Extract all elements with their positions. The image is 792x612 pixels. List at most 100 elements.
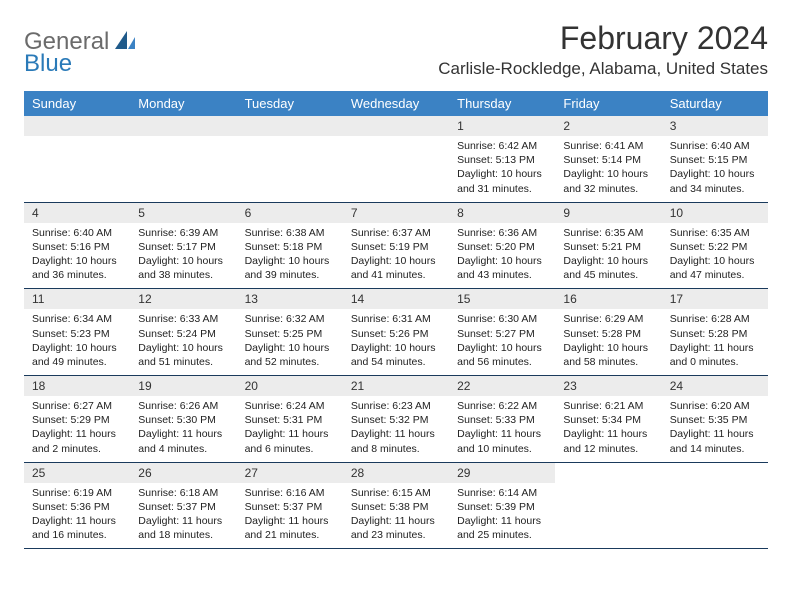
sunrise-line: Sunrise: 6:29 AM	[563, 312, 653, 326]
sunset-line: Sunset: 5:18 PM	[245, 240, 335, 254]
sunset-line: Sunset: 5:20 PM	[457, 240, 547, 254]
sunset-line: Sunset: 5:24 PM	[138, 327, 228, 341]
day-number: 7	[343, 203, 449, 223]
daylight-line: Daylight: 10 hours and 54 minutes.	[351, 341, 441, 369]
daylight-line: Daylight: 10 hours and 43 minutes.	[457, 254, 547, 282]
daylight-line: Daylight: 11 hours and 23 minutes.	[351, 514, 441, 542]
sunrise-line: Sunrise: 6:22 AM	[457, 399, 547, 413]
calendar-cell: 14Sunrise: 6:31 AMSunset: 5:26 PMDayligh…	[343, 289, 449, 376]
day-details: Sunrise: 6:32 AMSunset: 5:25 PMDaylight:…	[237, 309, 343, 375]
calendar-cell: 10Sunrise: 6:35 AMSunset: 5:22 PMDayligh…	[662, 202, 768, 289]
day-header: Monday	[130, 91, 236, 116]
calendar-cell: 26Sunrise: 6:18 AMSunset: 5:37 PMDayligh…	[130, 462, 236, 549]
daylight-line: Daylight: 10 hours and 36 minutes.	[32, 254, 122, 282]
sunset-line: Sunset: 5:23 PM	[32, 327, 122, 341]
calendar-cell: 7 Sunrise: 6:37 AMSunset: 5:19 PMDaylight…	[343, 202, 449, 289]
day-details: Sunrise: 6:22 AMSunset: 5:33 PMDaylight:…	[449, 396, 555, 462]
day-number: 13	[237, 289, 343, 309]
day-number: 1	[449, 116, 555, 136]
day-number: 29	[449, 463, 555, 483]
day-details: Sunrise: 6:16 AMSunset: 5:37 PMDaylight:…	[237, 483, 343, 549]
sunset-line: Sunset: 5:31 PM	[245, 413, 335, 427]
daylight-line: Daylight: 11 hours and 16 minutes.	[32, 514, 122, 542]
day-details: Sunrise: 6:42 AMSunset: 5:13 PMDaylight:…	[449, 136, 555, 202]
day-details: Sunrise: 6:26 AMSunset: 5:30 PMDaylight:…	[130, 396, 236, 462]
day-details: Sunrise: 6:29 AMSunset: 5:28 PMDaylight:…	[555, 309, 661, 375]
sunrise-line: Sunrise: 6:16 AM	[245, 486, 335, 500]
sunrise-line: Sunrise: 6:35 AM	[670, 226, 760, 240]
sunset-line: Sunset: 5:29 PM	[32, 413, 122, 427]
daylight-line: Daylight: 11 hours and 4 minutes.	[138, 427, 228, 455]
calendar-cell: 24Sunrise: 6:20 AMSunset: 5:35 PMDayligh…	[662, 376, 768, 463]
daylight-line: Daylight: 11 hours and 25 minutes.	[457, 514, 547, 542]
day-number: 14	[343, 289, 449, 309]
sunrise-line: Sunrise: 6:32 AM	[245, 312, 335, 326]
sunrise-line: Sunrise: 6:37 AM	[351, 226, 441, 240]
sunset-line: Sunset: 5:34 PM	[563, 413, 653, 427]
day-number: 26	[130, 463, 236, 483]
empty-day-header	[343, 116, 449, 136]
sunrise-line: Sunrise: 6:18 AM	[138, 486, 228, 500]
sunset-line: Sunset: 5:21 PM	[563, 240, 653, 254]
empty-day-header	[24, 116, 130, 136]
calendar-cell: 21Sunrise: 6:23 AMSunset: 5:32 PMDayligh…	[343, 376, 449, 463]
calendar-week-row: 4Sunrise: 6:40 AMSunset: 5:16 PMDaylight…	[24, 202, 768, 289]
sunrise-line: Sunrise: 6:38 AM	[245, 226, 335, 240]
sunrise-line: Sunrise: 6:35 AM	[563, 226, 653, 240]
day-number: 11	[24, 289, 130, 309]
day-details: Sunrise: 6:40 AMSunset: 5:15 PMDaylight:…	[662, 136, 768, 202]
calendar-cell: 13Sunrise: 6:32 AMSunset: 5:25 PMDayligh…	[237, 289, 343, 376]
location-text: Carlisle-Rockledge, Alabama, United Stat…	[438, 59, 768, 79]
daylight-line: Daylight: 11 hours and 8 minutes.	[351, 427, 441, 455]
day-number: 21	[343, 376, 449, 396]
sunset-line: Sunset: 5:39 PM	[457, 500, 547, 514]
day-details: Sunrise: 6:27 AMSunset: 5:29 PMDaylight:…	[24, 396, 130, 462]
daylight-line: Daylight: 10 hours and 52 minutes.	[245, 341, 335, 369]
day-details: Sunrise: 6:30 AMSunset: 5:27 PMDaylight:…	[449, 309, 555, 375]
day-details: Sunrise: 6:33 AMSunset: 5:24 PMDaylight:…	[130, 309, 236, 375]
sunset-line: Sunset: 5:15 PM	[670, 153, 760, 167]
day-details: Sunrise: 6:35 AMSunset: 5:21 PMDaylight:…	[555, 223, 661, 289]
daylight-line: Daylight: 10 hours and 41 minutes.	[351, 254, 441, 282]
empty-day-header	[237, 116, 343, 136]
calendar-cell: 29Sunrise: 6:14 AMSunset: 5:39 PMDayligh…	[449, 462, 555, 549]
sunrise-line: Sunrise: 6:19 AM	[32, 486, 122, 500]
calendar-cell: 17Sunrise: 6:28 AMSunset: 5:28 PMDayligh…	[662, 289, 768, 376]
day-details: Sunrise: 6:38 AMSunset: 5:18 PMDaylight:…	[237, 223, 343, 289]
sunrise-line: Sunrise: 6:40 AM	[670, 139, 760, 153]
day-number: 16	[555, 289, 661, 309]
daylight-line: Daylight: 11 hours and 21 minutes.	[245, 514, 335, 542]
calendar-week-row: 25Sunrise: 6:19 AMSunset: 5:36 PMDayligh…	[24, 462, 768, 549]
calendar-cell: 12Sunrise: 6:33 AMSunset: 5:24 PMDayligh…	[130, 289, 236, 376]
day-header: Thursday	[449, 91, 555, 116]
empty-day-header	[130, 116, 236, 136]
sunset-line: Sunset: 5:14 PM	[563, 153, 653, 167]
sunset-line: Sunset: 5:28 PM	[563, 327, 653, 341]
calendar-week-row: 11 Sunrise: 6:34 AMSunset: 5:23 PM Dayligh…	[24, 289, 768, 376]
sunrise-line: Sunrise: 6:40 AM	[32, 226, 122, 240]
sunset-line: Sunset: 5:37 PM	[245, 500, 335, 514]
calendar-cell	[237, 116, 343, 202]
day-number: 10	[662, 203, 768, 223]
sunset-line: Sunset: 5:27 PM	[457, 327, 547, 341]
day-details: Sunrise: 6:14 AMSunset: 5:39 PMDaylight:…	[449, 483, 555, 549]
month-title: February 2024	[438, 20, 768, 57]
sunrise-line: Sunrise: 6:34 AM	[32, 312, 122, 326]
sunset-line: Sunset: 5:26 PM	[351, 327, 441, 341]
sunrise-line: Sunrise: 6:20 AM	[670, 399, 760, 413]
calendar-cell	[555, 462, 661, 549]
sunset-line: Sunset: 5:19 PM	[351, 240, 441, 254]
sunset-line: Sunset: 5:36 PM	[32, 500, 122, 514]
sunrise-line: Sunrise: 6:21 AM	[563, 399, 653, 413]
sunrise-line: Sunrise: 6:14 AM	[457, 486, 547, 500]
daylight-line: Daylight: 10 hours and 31 minutes.	[457, 167, 547, 195]
day-number: 25	[24, 463, 130, 483]
day-number: 6	[237, 203, 343, 223]
calendar-week-row: 18Sunrise: 6:27 AMSunset: 5:29 PMDayligh…	[24, 376, 768, 463]
day-number: 3	[662, 116, 768, 136]
calendar-cell: 11Sunrise: 6:34 AMSunset: 5:23 PMDayligh…	[24, 289, 130, 376]
sunrise-line: Sunrise: 6:26 AM	[138, 399, 228, 413]
daylight-line: Daylight: 10 hours and 56 minutes.	[457, 341, 547, 369]
calendar-cell: 28Sunrise: 6:15 AMSunset: 5:38 PMDayligh…	[343, 462, 449, 549]
day-details: Sunrise: 6:24 AMSunset: 5:31 PMDaylight:…	[237, 396, 343, 462]
